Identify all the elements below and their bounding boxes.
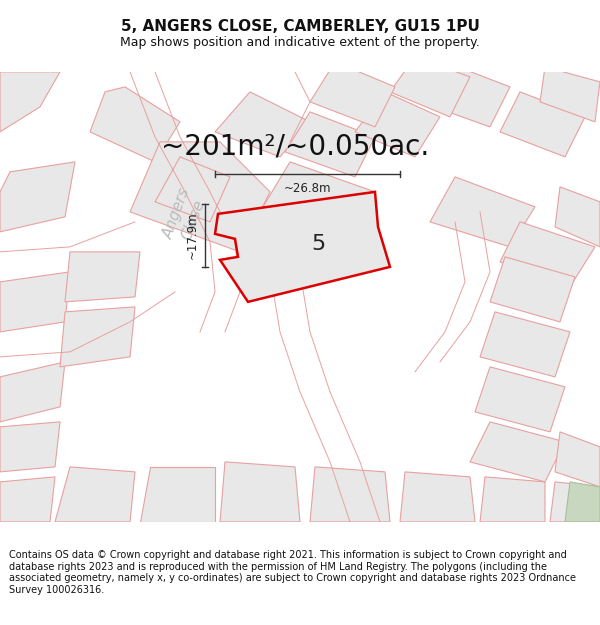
Polygon shape <box>260 162 375 237</box>
Polygon shape <box>215 92 310 157</box>
Text: 5: 5 <box>311 234 325 254</box>
Polygon shape <box>140 467 215 522</box>
Polygon shape <box>155 157 230 222</box>
Polygon shape <box>565 482 600 522</box>
Polygon shape <box>90 87 180 162</box>
Polygon shape <box>430 177 535 247</box>
Polygon shape <box>285 112 375 177</box>
Polygon shape <box>130 142 270 252</box>
Polygon shape <box>355 92 440 157</box>
Polygon shape <box>480 312 570 377</box>
Polygon shape <box>555 187 600 247</box>
Polygon shape <box>470 422 565 482</box>
Text: Contains OS data © Crown copyright and database right 2021. This information is : Contains OS data © Crown copyright and d… <box>9 550 576 595</box>
Polygon shape <box>215 192 390 302</box>
Polygon shape <box>400 472 475 522</box>
Polygon shape <box>500 92 585 157</box>
Polygon shape <box>0 162 75 232</box>
Polygon shape <box>420 62 510 127</box>
Text: ~17.9m: ~17.9m <box>186 211 199 259</box>
Polygon shape <box>490 257 575 322</box>
Text: 5, ANGERS CLOSE, CAMBERLEY, GU15 1PU: 5, ANGERS CLOSE, CAMBERLEY, GU15 1PU <box>121 19 479 34</box>
Polygon shape <box>480 477 545 522</box>
Polygon shape <box>0 362 65 422</box>
Text: ~26.8m: ~26.8m <box>284 182 331 195</box>
Polygon shape <box>0 477 55 522</box>
Polygon shape <box>550 482 600 522</box>
Polygon shape <box>0 72 60 132</box>
Polygon shape <box>65 252 140 302</box>
Polygon shape <box>555 432 600 487</box>
Polygon shape <box>0 422 60 472</box>
Polygon shape <box>390 57 470 117</box>
Polygon shape <box>55 467 135 522</box>
Polygon shape <box>220 462 300 522</box>
Polygon shape <box>0 272 70 332</box>
Polygon shape <box>540 67 600 122</box>
Text: Angers
Close: Angers Close <box>161 186 209 248</box>
Polygon shape <box>310 467 390 522</box>
Polygon shape <box>60 307 135 367</box>
Text: Map shows position and indicative extent of the property.: Map shows position and indicative extent… <box>120 36 480 49</box>
Polygon shape <box>310 62 395 127</box>
Polygon shape <box>500 222 595 287</box>
Text: ~201m²/~0.050ac.: ~201m²/~0.050ac. <box>161 133 429 161</box>
Polygon shape <box>475 367 565 432</box>
